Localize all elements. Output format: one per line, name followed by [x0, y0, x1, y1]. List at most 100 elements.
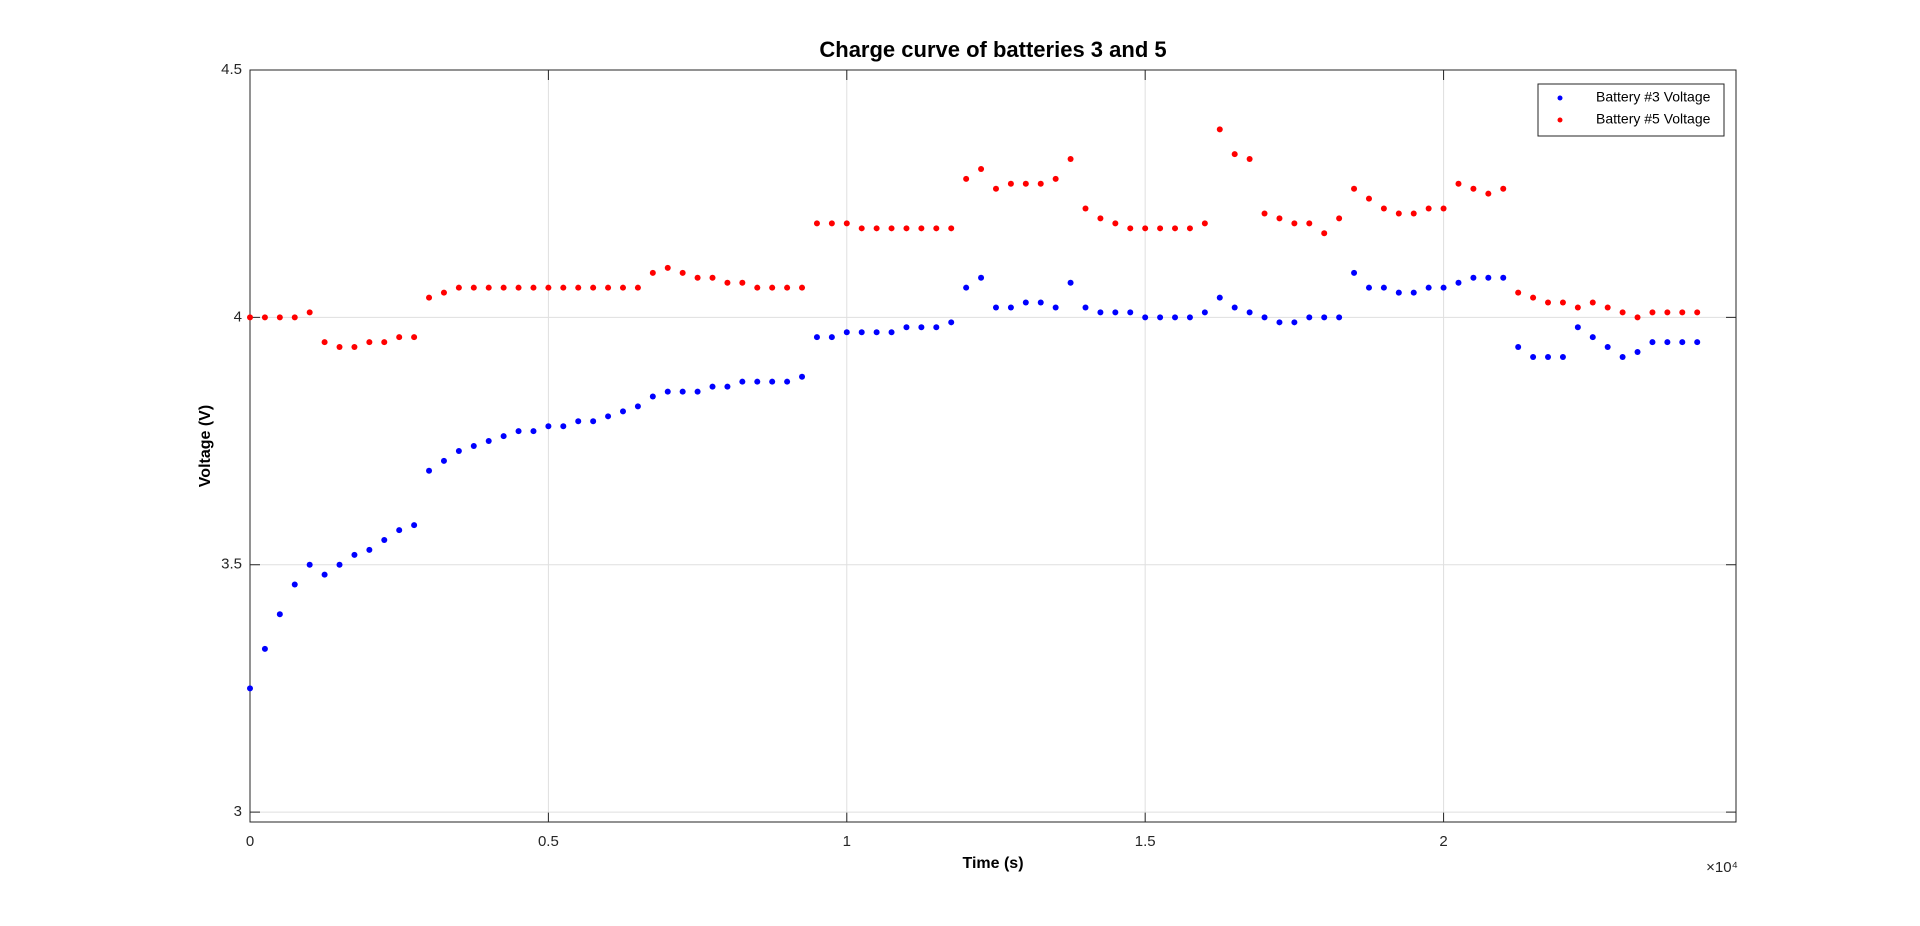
data-point	[1500, 185, 1507, 192]
data-point	[1500, 274, 1507, 281]
data-point	[1455, 180, 1462, 187]
data-point	[291, 314, 298, 321]
data-point	[1052, 175, 1059, 182]
data-point	[694, 274, 701, 281]
data-point	[1276, 319, 1283, 326]
data-point	[366, 339, 373, 346]
data-point	[500, 433, 507, 440]
data-point	[873, 329, 880, 336]
data-point	[1127, 225, 1134, 232]
data-point	[1559, 353, 1566, 360]
legend-label: Battery #3 Voltage	[1596, 89, 1711, 105]
data-point	[321, 339, 328, 346]
data-point	[575, 284, 582, 291]
x-tick-label: 0.5	[538, 833, 559, 850]
data-point	[336, 561, 343, 568]
data-point	[1336, 215, 1343, 222]
data-point	[440, 289, 447, 296]
data-point	[1574, 304, 1581, 311]
data-point	[1306, 220, 1313, 227]
y-tick-label: 4.5	[221, 61, 242, 78]
data-point	[1231, 151, 1238, 158]
data-point	[1470, 185, 1477, 192]
data-point	[739, 378, 746, 385]
data-point	[1082, 205, 1089, 212]
data-point	[1157, 225, 1164, 232]
x-axis-label: Time (s)	[962, 855, 1023, 872]
data-point	[843, 220, 850, 227]
data-point	[500, 284, 507, 291]
data-point	[948, 319, 955, 326]
data-point	[1515, 344, 1522, 351]
data-point	[366, 546, 373, 553]
data-point	[1216, 294, 1223, 301]
data-point	[619, 284, 626, 291]
data-point	[590, 418, 597, 425]
data-point	[784, 378, 791, 385]
data-point	[1246, 309, 1253, 316]
data-point	[1545, 353, 1552, 360]
data-point	[1067, 156, 1074, 163]
data-point	[813, 334, 820, 341]
data-point	[679, 388, 686, 395]
data-point	[1365, 284, 1372, 291]
data-point	[276, 314, 283, 321]
data-point	[1231, 304, 1238, 311]
data-point	[1127, 309, 1134, 316]
data-point	[560, 423, 567, 430]
data-point	[933, 225, 940, 232]
data-point	[261, 314, 268, 321]
data-point	[1589, 334, 1596, 341]
data-point	[1425, 284, 1432, 291]
data-point	[485, 438, 492, 445]
axes-box	[249, 69, 1737, 823]
data-point	[769, 378, 776, 385]
x-tick-label: 1	[843, 833, 851, 850]
data-point	[828, 334, 835, 341]
data-point	[754, 284, 761, 291]
data-point	[888, 329, 895, 336]
data-point	[858, 225, 865, 232]
data-point	[1515, 289, 1522, 296]
data-point	[709, 383, 716, 390]
data-point	[440, 457, 447, 464]
data-point	[1291, 220, 1298, 227]
data-point	[1530, 353, 1537, 360]
data-point	[1619, 353, 1626, 360]
x-tick-label: 2	[1439, 833, 1447, 850]
y-tick-label: 4	[234, 308, 242, 325]
data-point	[1037, 180, 1044, 187]
data-point	[530, 428, 537, 435]
data-point	[381, 537, 388, 543]
data-point	[903, 225, 910, 232]
data-point	[1022, 299, 1029, 306]
data-point	[261, 645, 268, 652]
data-point	[351, 551, 358, 558]
data-point	[411, 522, 418, 529]
data-point	[1559, 299, 1566, 306]
data-point	[963, 284, 970, 291]
data-point	[873, 225, 880, 232]
data-point	[709, 274, 716, 281]
data-point	[1351, 185, 1358, 192]
data-point	[918, 225, 925, 232]
data-point	[992, 185, 999, 192]
data-point	[351, 344, 358, 351]
data-point	[1485, 274, 1492, 281]
data-point	[426, 294, 433, 301]
data-point	[1052, 304, 1059, 311]
data-point	[1186, 314, 1193, 321]
legend-label: Battery #5 Voltage	[1596, 111, 1711, 127]
data-point	[1649, 339, 1656, 346]
data-point	[426, 467, 433, 474]
data-point	[784, 284, 791, 291]
data-point	[858, 329, 865, 336]
data-point	[545, 423, 552, 430]
data-point	[1067, 279, 1074, 286]
data-point	[1574, 324, 1581, 331]
data-point	[1216, 126, 1223, 133]
data-point	[515, 428, 522, 435]
data-point	[470, 284, 477, 291]
data-point	[664, 388, 671, 395]
